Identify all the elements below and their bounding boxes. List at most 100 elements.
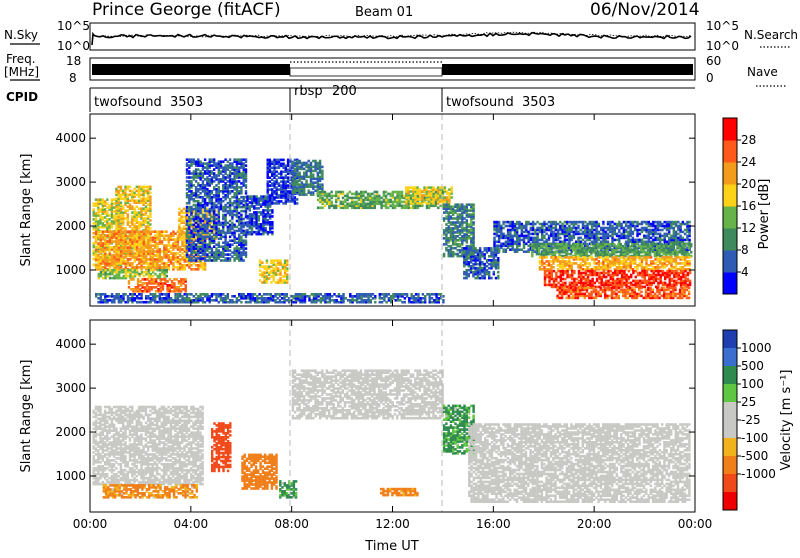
scatter-cell <box>488 263 490 266</box>
scatter-cell <box>143 230 145 233</box>
scatter-cell <box>116 232 118 235</box>
scatter-cell <box>493 233 495 236</box>
scatter-cell <box>190 172 192 175</box>
scatter-cell <box>140 198 142 201</box>
scatter-cell <box>240 236 242 239</box>
scatter-cell <box>321 207 323 210</box>
scatter-cell <box>249 201 251 204</box>
scatter-cell <box>548 235 550 238</box>
scatter-cell <box>490 277 492 280</box>
scatter-cell <box>220 170 222 173</box>
scatter-cell <box>150 244 152 247</box>
scatter-cell <box>575 241 577 244</box>
scatter-cell <box>109 256 111 259</box>
scatter-cell <box>251 213 253 216</box>
scatter-cell <box>145 217 147 220</box>
scatter-cell <box>104 208 106 211</box>
scatter-cell <box>100 266 102 269</box>
scatter-cell <box>238 158 240 161</box>
scatter-cell <box>484 253 486 256</box>
scatter-cell <box>129 262 131 265</box>
scatter-cell <box>277 273 279 276</box>
scatter-cell <box>240 172 242 175</box>
scatter-cell <box>95 230 97 233</box>
scatter-cell <box>490 259 492 262</box>
scatter-cell <box>486 259 488 262</box>
scatter-cell <box>122 211 124 214</box>
scatter-cell <box>113 198 115 201</box>
scatter-cell <box>206 210 208 213</box>
scatter-cell <box>472 227 474 230</box>
scatter-cell <box>452 205 454 208</box>
scatter-cell <box>260 211 262 214</box>
scatter-cell <box>182 288 184 291</box>
scatter-cell <box>213 168 215 171</box>
scatter-cell <box>148 286 150 289</box>
scatter-cell <box>213 251 215 254</box>
scatter-cell <box>120 186 122 189</box>
scatter-cell <box>118 201 120 204</box>
scatter-cell <box>195 160 197 163</box>
scatter-cell <box>209 218 211 221</box>
scatter-cell <box>502 248 504 251</box>
scatter-cell <box>170 244 172 247</box>
scatter-cell <box>294 176 296 179</box>
scatter-cell <box>463 227 465 230</box>
scatter-cell <box>238 234 240 237</box>
scatter-cell <box>181 210 183 213</box>
scatter-cell <box>319 176 321 179</box>
scatter-cell <box>197 230 199 233</box>
scatter-cell <box>264 213 266 216</box>
scatter-cell <box>168 248 170 251</box>
scatter-cell <box>312 160 314 163</box>
scatter-cell <box>204 158 206 161</box>
scatter-cell <box>577 225 579 228</box>
scatter-cell <box>173 278 175 281</box>
scatter-cell <box>550 221 552 224</box>
scatter-cell <box>162 278 164 281</box>
scatter-cell <box>197 188 199 191</box>
scatter-cell <box>218 186 220 189</box>
scatter-cell <box>497 257 499 260</box>
cpid-seg3-id: 3503 <box>522 95 555 110</box>
scatter-cell <box>509 221 511 224</box>
station-title: Prince George (fitACF) <box>92 0 281 20</box>
scatter-cell <box>127 258 129 261</box>
scatter-cell <box>468 229 470 232</box>
scatter-cell <box>111 198 113 201</box>
scatter-cell <box>243 158 245 161</box>
scatter-cell <box>138 236 140 239</box>
scatter-cell <box>439 205 441 208</box>
scatter-cell <box>233 158 235 161</box>
scatter-cell <box>500 225 502 228</box>
scatter-cell <box>543 221 545 224</box>
scatter-cell <box>141 290 143 293</box>
scatter-cell <box>147 207 149 210</box>
scatter-cell <box>269 180 271 183</box>
scatter-cell <box>150 256 152 259</box>
scatter-cell <box>215 184 217 187</box>
scatter-cell <box>190 268 192 271</box>
scatter-cell <box>394 205 396 208</box>
scatter-cell <box>463 271 465 274</box>
scatter-cell <box>195 168 197 171</box>
scatter-cell <box>206 176 208 179</box>
scatter-cell <box>109 248 111 251</box>
scatter-cell <box>454 247 456 250</box>
scatter-cell <box>271 161 273 164</box>
scatter-cell <box>245 247 247 250</box>
scatter-cell <box>104 200 106 203</box>
scatter-cell <box>445 203 447 206</box>
scatter-cell <box>195 264 197 267</box>
scatter-cell <box>95 212 97 215</box>
scatter-cell <box>115 188 117 191</box>
scatter-cell <box>190 218 192 221</box>
scatter-cell <box>134 269 136 272</box>
scatter-cell <box>100 271 102 274</box>
scatter-cell <box>104 230 106 233</box>
scatter-cell <box>296 186 298 189</box>
scatter-cell <box>147 258 149 261</box>
scatter-cell <box>215 218 217 221</box>
scatter-cell <box>507 221 509 224</box>
noise-right-tick-top: 10^5 <box>706 19 739 33</box>
